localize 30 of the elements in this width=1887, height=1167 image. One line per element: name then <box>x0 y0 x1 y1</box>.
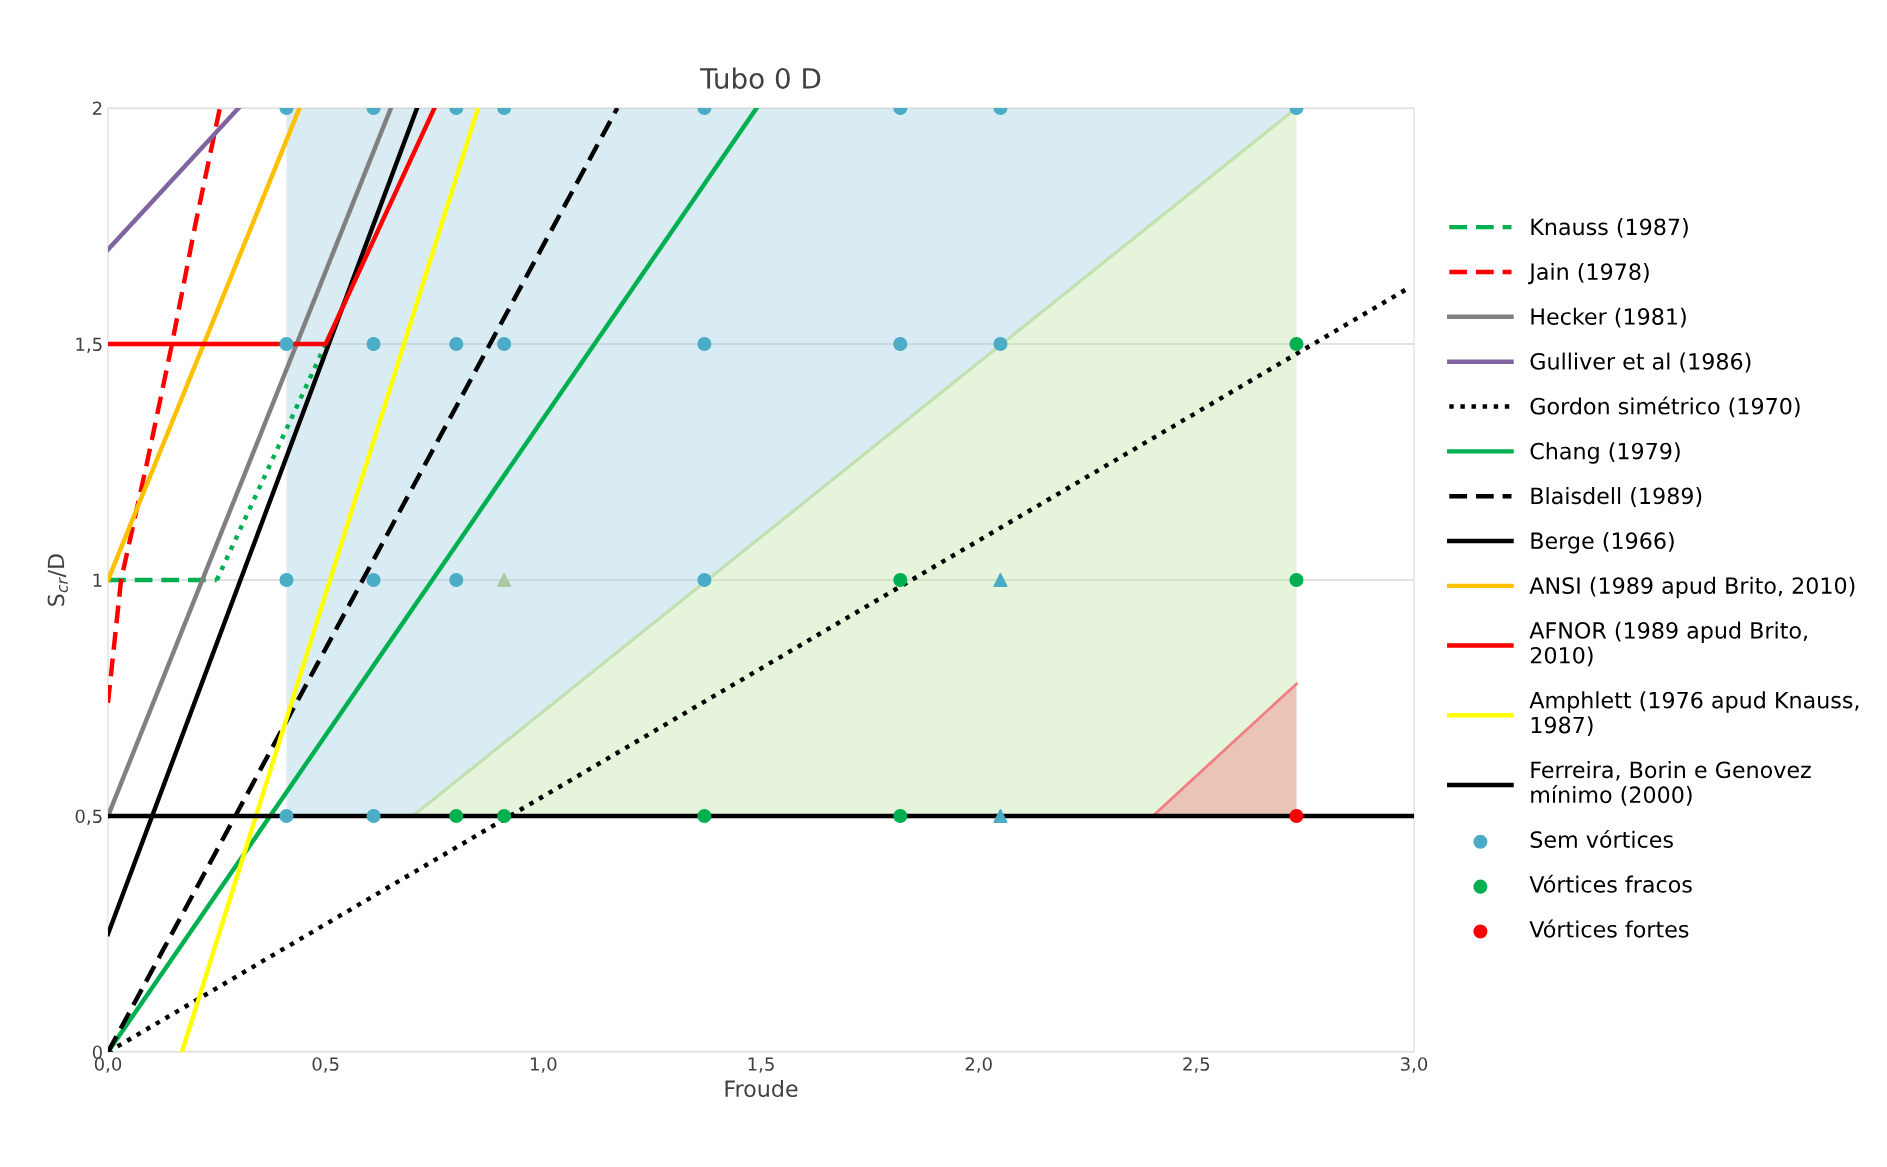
legend-label: Knauss (1987) <box>1531 218 1688 238</box>
legend-label: Amphlett (1976 apud Knauss, 1987) <box>1529 691 1859 737</box>
y-tick-label: 1,5 <box>76 337 102 353</box>
legend-label: Vórtices fortes <box>1529 919 1689 938</box>
x-tick-label: 2,0 <box>965 1057 992 1073</box>
legend-label: Blaisdell (1989) <box>1531 487 1702 507</box>
y-tick-label: 1 <box>93 573 102 587</box>
x-tick-label: 0,5 <box>312 1057 339 1073</box>
legend-label: AFNOR (1989 apud Brito, 2010) <box>1529 621 1807 667</box>
x-tick-label: 1,0 <box>530 1057 557 1073</box>
legend-label: Gulliver et al (1986) <box>1530 352 1751 373</box>
legend-label: Hecker (1981) <box>1531 307 1686 328</box>
x-tick-label: 0,0 <box>94 1057 122 1073</box>
legend-label: Sem vórtices <box>1530 829 1673 848</box>
y-tick-label: 2 <box>92 101 102 115</box>
chart-title: Tubo 0 D <box>700 67 821 89</box>
legend-label: Gordon simétrico (1970) <box>1530 396 1800 418</box>
legend-label: ANSI (1989 apud Brito, 2010) <box>1529 576 1855 599</box>
y-tick-label: 0 <box>92 1045 102 1060</box>
legend-label: Ferreira, Borin e Genovez mínimo (2000) <box>1531 761 1811 806</box>
y-tick-label: 0,5 <box>75 809 102 825</box>
y-axis-title: S$_{cr}$/D <box>47 554 68 606</box>
legend-label: Jain (1978) <box>1528 262 1649 285</box>
x-tick-label: 3,0 <box>1401 1057 1428 1073</box>
legend-label: Chang (1979) <box>1530 442 1680 464</box>
x-tick-label: 1,5 <box>748 1057 774 1073</box>
legend-label: Berge (1966) <box>1531 531 1674 554</box>
x-tick-label: 2,5 <box>1183 1057 1210 1073</box>
legend-label: Vórtices fracos <box>1529 874 1692 893</box>
x-axis-title: Froude <box>725 1079 798 1098</box>
